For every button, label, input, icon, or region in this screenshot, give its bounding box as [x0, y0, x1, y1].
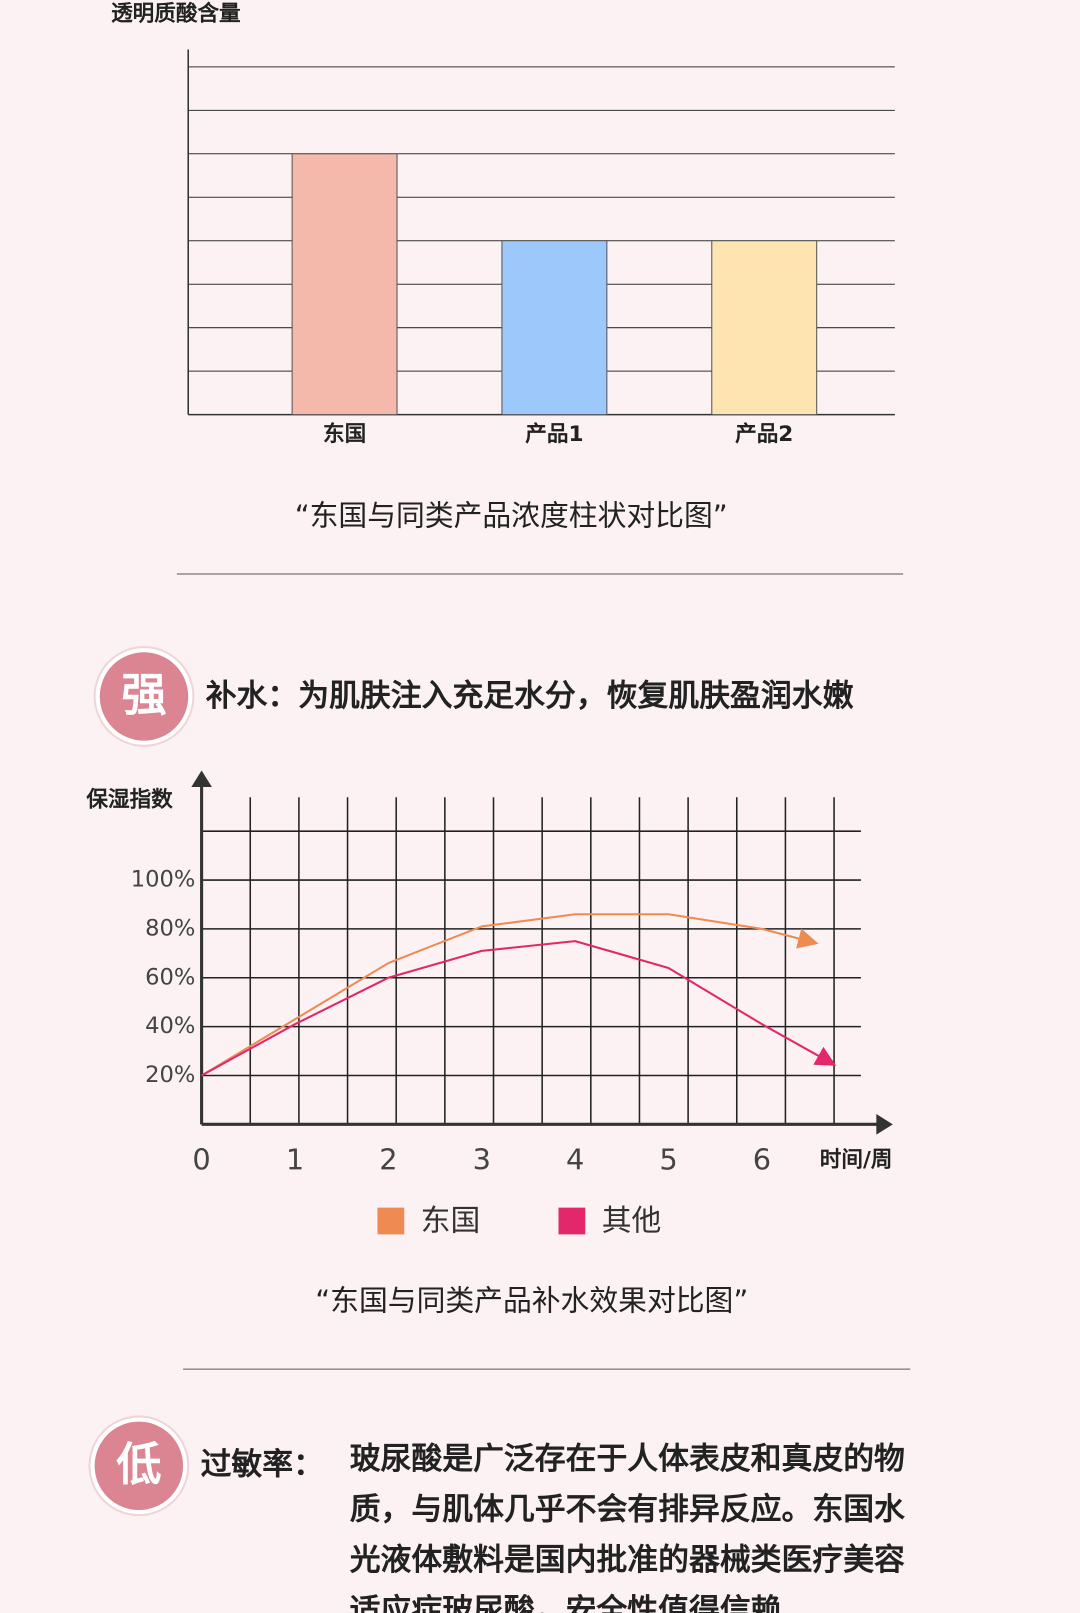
y-axis-label: 透明质酸含量 [111, 1, 241, 27]
section-label: 过敏率： [201, 1446, 324, 1482]
x-tick-label: 5 [659, 1142, 677, 1176]
x-tick-label: 3 [473, 1142, 491, 1176]
legend-label: 其他 [602, 1204, 662, 1239]
paragraph-line: 玻尿酸是广泛存在于人体表皮和真皮的物 [350, 1441, 905, 1477]
legend-label: 东国 [421, 1204, 481, 1239]
x-tick-label: 4 [566, 1142, 584, 1176]
bar [501, 240, 608, 416]
paragraph-line: 光液体敷料是国内批准的器械类医疗美容 [350, 1542, 905, 1578]
badge-text: 低 [116, 1438, 161, 1491]
y-tick-label: 40% [145, 1013, 195, 1039]
y-tick-label: 60% [145, 964, 195, 990]
bar [291, 153, 398, 416]
paragraph-line: 适应症玻尿酸，安全性值得信赖 [350, 1592, 782, 1613]
x-tick-label: 6 [753, 1142, 771, 1176]
x-tick-label: 2 [379, 1142, 397, 1176]
x-axis-arrow [876, 1114, 893, 1135]
legend-swatch [558, 1207, 586, 1235]
y-tick-label: 100% [131, 867, 196, 893]
x-tick-label: 产品1 [525, 422, 583, 447]
caption: “东国与同类产品浓度柱状对比图” [295, 498, 728, 532]
x-tick-label: 东国 [323, 421, 366, 447]
paragraph-line: 质，与肌体几乎不会有排异反应。东国水 [350, 1492, 905, 1528]
y-axis-label: 保湿指数 [85, 786, 173, 812]
x-tick-label: 产品2 [735, 422, 793, 447]
y-tick-label: 80% [145, 915, 195, 941]
badge-text: 强 [121, 669, 166, 722]
y-axis-arrow [191, 770, 212, 787]
line-series [201, 913, 819, 1077]
bar [711, 240, 818, 416]
badge [94, 1421, 184, 1511]
legend-swatch [377, 1207, 405, 1235]
y-tick-label: 20% [145, 1062, 195, 1088]
line-series [201, 940, 837, 1077]
x-tick-label: 0 [192, 1142, 210, 1176]
x-axis-label: 时间/周 [820, 1147, 893, 1172]
caption: “东国与同类产品补水效果对比图” [315, 1283, 748, 1317]
section-heading: 补水：为肌肤注入充足水分，恢复肌肤盈润水嫩 [206, 678, 854, 714]
x-tick-label: 1 [286, 1142, 304, 1176]
badge [99, 652, 189, 741]
